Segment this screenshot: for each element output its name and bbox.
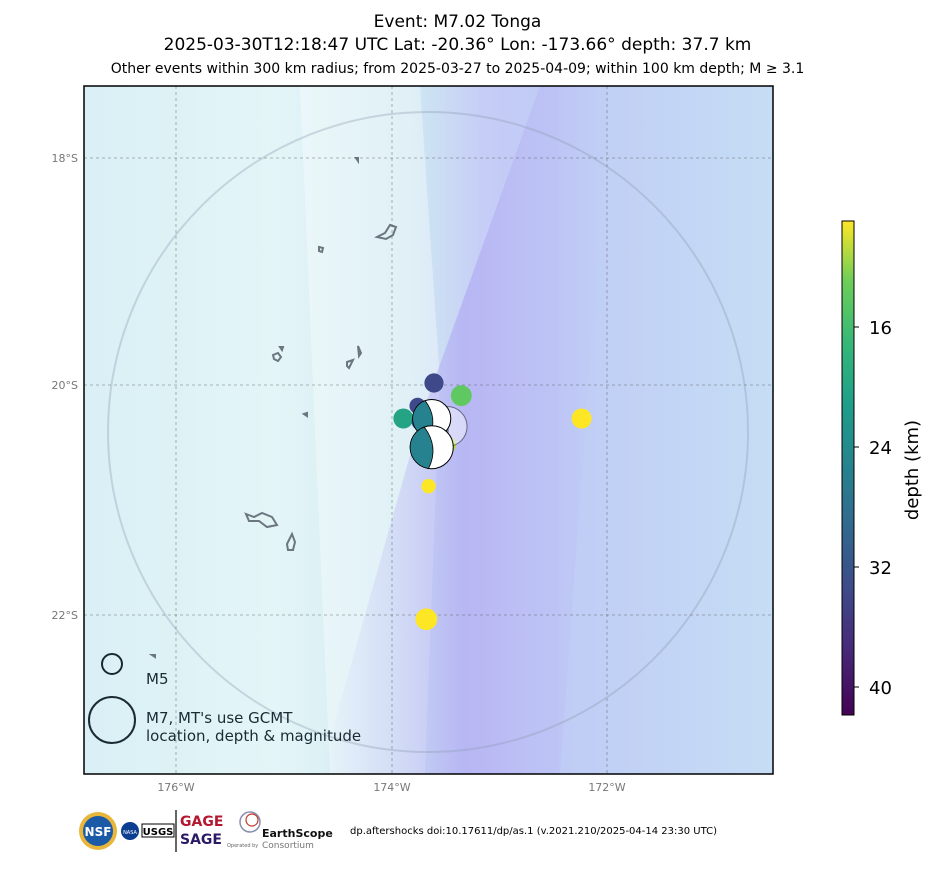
sage-logo: SAGE bbox=[180, 832, 222, 848]
trench-shading bbox=[320, 86, 610, 774]
small-island bbox=[318, 245, 325, 254]
earthquake-marker[interactable] bbox=[571, 408, 592, 429]
chart-title: Event: M7.02 Tonga bbox=[373, 12, 542, 32]
svg-text:NSF: NSF bbox=[85, 825, 112, 839]
lat-tick-label: 22°S bbox=[52, 609, 78, 622]
vavau-island bbox=[374, 223, 398, 241]
lat-tick-label: 20°S bbox=[52, 379, 78, 392]
gage-logo: GAGE bbox=[180, 814, 223, 830]
colorbar-label: depth (km) bbox=[902, 420, 923, 520]
footer-logos: NSF NASA USGS GAGE SAGE Operated by Eart… bbox=[79, 810, 333, 852]
events-layer bbox=[393, 373, 592, 631]
colorbar-tick: 16 bbox=[869, 318, 892, 339]
map-legend: M5 M7, MT's use GCMT location, depth & m… bbox=[88, 653, 361, 745]
colorbar-tick: 24 bbox=[869, 438, 892, 459]
legend-m7-label-line1: M7, MT's use GCMT bbox=[146, 709, 293, 727]
svg-text:USGS: USGS bbox=[143, 827, 174, 838]
chart-caption: Other events within 300 km radius; from … bbox=[110, 61, 805, 77]
lon-tick-label: 172°W bbox=[588, 781, 625, 794]
colorbar-tick: 40 bbox=[869, 678, 892, 699]
usgs-logo: USGS bbox=[141, 823, 175, 838]
small-island bbox=[301, 411, 308, 418]
haapai-island bbox=[346, 358, 355, 370]
lat-tick-label: 18°S bbox=[52, 152, 78, 165]
earthquake-marker[interactable] bbox=[450, 385, 472, 407]
earthquake-marker[interactable] bbox=[415, 608, 438, 631]
legend-m5-label: M5 bbox=[146, 670, 169, 688]
lon-tick-label: 174°W bbox=[373, 781, 410, 794]
map-frame bbox=[83, 85, 774, 775]
colorbar-tick: 32 bbox=[869, 558, 892, 579]
legend-m5-circle bbox=[101, 653, 123, 675]
small-island bbox=[278, 346, 285, 353]
map-area[interactable]: M5 M7, MT's use GCMT location, depth & m… bbox=[84, 86, 773, 774]
nsf-logo: NSF bbox=[79, 812, 117, 850]
lon-tick-label: 176°W bbox=[157, 781, 194, 794]
legend-m7-circle bbox=[88, 696, 136, 744]
earthquake-marker[interactable] bbox=[421, 479, 436, 494]
colorbar-gradient bbox=[841, 220, 855, 716]
svg-text:NASA: NASA bbox=[123, 830, 137, 836]
islands bbox=[148, 157, 398, 659]
tongatapu-island bbox=[244, 511, 279, 529]
earthquake-marker[interactable] bbox=[424, 373, 444, 393]
svg-text:Consortium: Consortium bbox=[262, 841, 314, 851]
earthscope-logo: Operated by EarthScope Consortium bbox=[227, 811, 333, 851]
legend-m7-label-line2: location, depth & magnitude bbox=[146, 727, 361, 745]
svg-text:EarthScope: EarthScope bbox=[262, 827, 333, 840]
svg-text:Operated by: Operated by bbox=[227, 843, 258, 849]
haapai-island bbox=[357, 345, 363, 359]
small-island bbox=[148, 654, 156, 659]
search-radius-circle bbox=[107, 111, 749, 753]
focal-mechanism-beachball[interactable] bbox=[409, 425, 454, 470]
depth-colorbar: 16 24 32 40 depth (km) bbox=[841, 220, 923, 716]
earthquake-marker[interactable] bbox=[393, 408, 414, 429]
chart-subtitle: 2025-03-30T12:18:47 UTC Lat: -20.36° Lon… bbox=[163, 35, 752, 55]
mechanisms-layer bbox=[409, 399, 468, 470]
eua-island bbox=[285, 531, 297, 551]
nasa-logo: NASA bbox=[121, 822, 139, 840]
footer-citation: dp.aftershocks doi:10.17611/dp/as.1 (v.2… bbox=[350, 826, 718, 837]
small-island bbox=[271, 351, 283, 363]
